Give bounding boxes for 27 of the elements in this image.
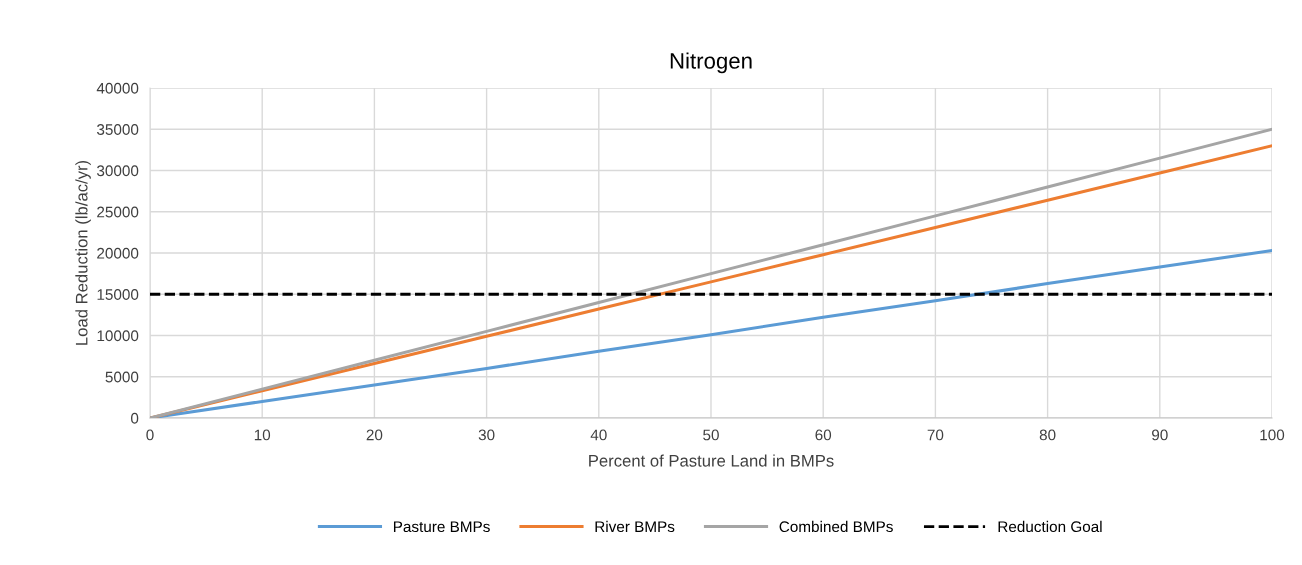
legend-label: River BMPs [595, 520, 675, 533]
y-tick-label: 15000 [97, 289, 139, 300]
x-tick-label: 70 [927, 429, 944, 441]
y-tick-label: 20000 [97, 247, 139, 259]
x-tick-label: 60 [815, 429, 832, 441]
legend-label: Reduction Goal [998, 520, 1102, 533]
x-axis-title: Percent of Pasture Land in BMPs [589, 454, 834, 467]
x-tick-label: 30 [478, 429, 495, 441]
y-tick-label: 0 [130, 412, 139, 424]
x-tick-label: 20 [366, 429, 383, 441]
y-tick-label: 40000 [96, 82, 139, 94]
y-tick-label: 10000 [97, 330, 139, 342]
y-axis-title: Load Reduction (lb/ac/yr) [75, 160, 91, 345]
x-tick-label: 0 [146, 429, 154, 441]
x-tick-label: 90 [1152, 429, 1168, 441]
y-tick-label: 35000 [96, 124, 139, 135]
legend-label: Pasture BMPs [393, 521, 490, 533]
y-tick-label: 25000 [97, 206, 139, 218]
x-tick-label: 80 [1039, 429, 1056, 441]
y-tick-label: 30000 [96, 165, 139, 177]
y-tick-label: 5000 [105, 371, 139, 383]
legend-label: Combined BMPs [779, 520, 893, 533]
x-tick-label: 40 [590, 429, 607, 441]
chart-title: Nitrogen [670, 52, 752, 74]
x-tick-label: 50 [703, 429, 719, 441]
x-tick-label: 100 [1260, 429, 1285, 441]
x-tick-label: 10 [254, 429, 271, 441]
